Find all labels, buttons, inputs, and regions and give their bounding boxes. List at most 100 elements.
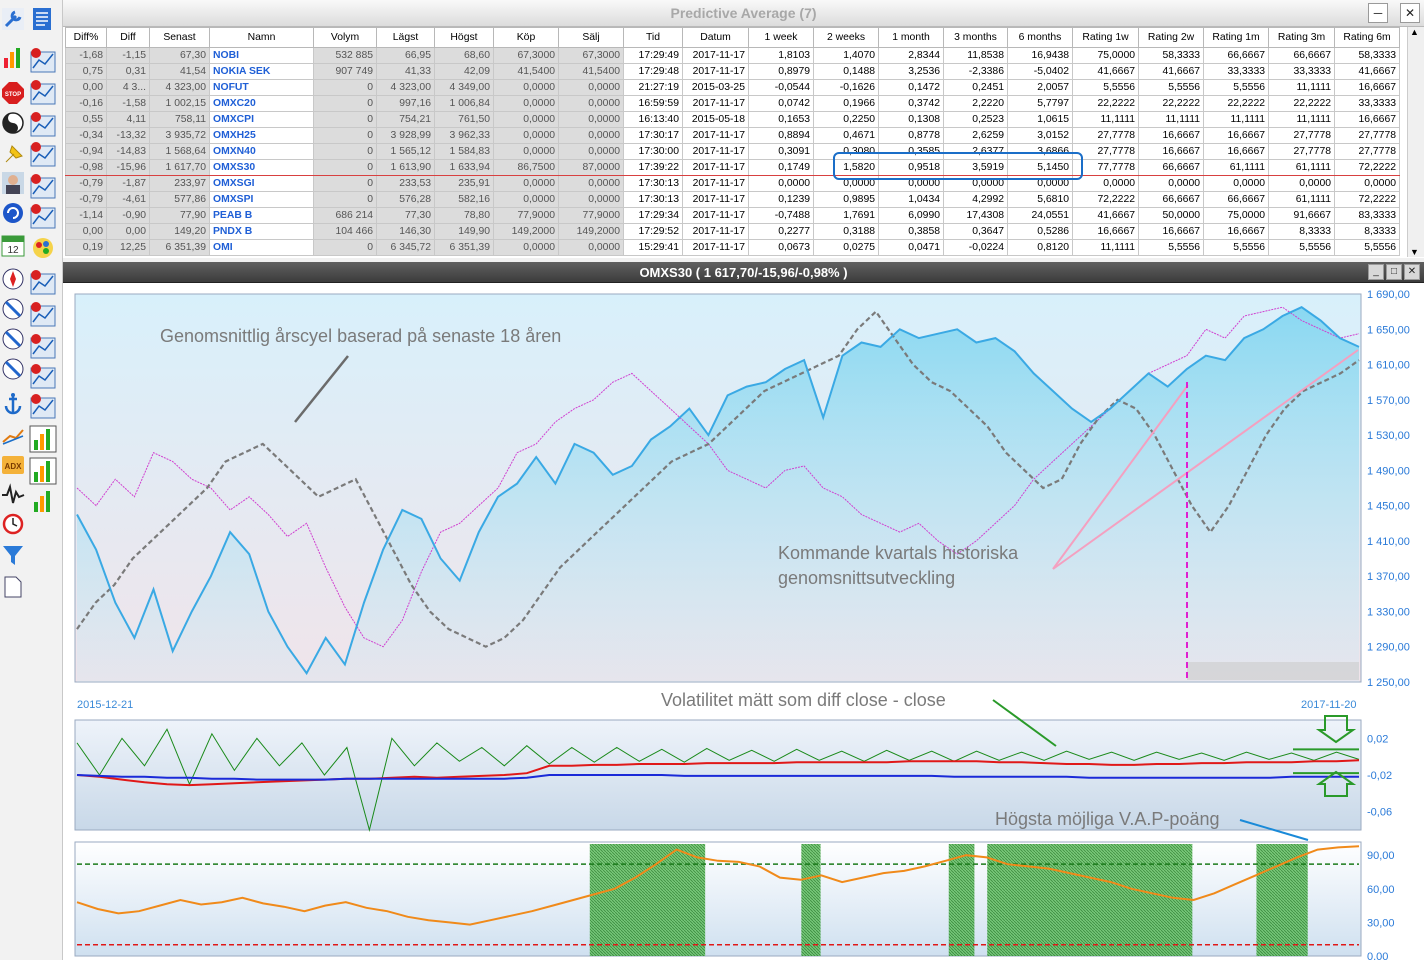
column-header[interactable]: 2 weeks xyxy=(813,27,879,48)
column-header[interactable]: Senast xyxy=(149,27,210,48)
r-chart-icon[interactable] xyxy=(30,302,56,327)
table-row[interactable]: -0,34 -13,32 3 935,72 OMXH25 0 3 928,99 3 962,… xyxy=(65,127,1400,144)
chart-minimize-button[interactable]: _ xyxy=(1368,264,1384,280)
s-chart-icon[interactable] xyxy=(30,364,56,389)
v-chart-icon[interactable] xyxy=(30,48,56,73)
chart-canvas[interactable]: 1 690,00 1 650,00 1 610,00 1 570,00 1 530,00… xyxy=(63,282,1424,960)
vap-bars-icon[interactable] xyxy=(29,425,57,453)
column-header[interactable]: Namn xyxy=(209,27,314,48)
spiral-icon[interactable] xyxy=(3,203,23,223)
compass-icon[interactable] xyxy=(2,268,24,290)
d-chart-icon[interactable] xyxy=(30,394,56,419)
yin-yang-icon[interactable] xyxy=(2,112,24,134)
column-header[interactable]: Lägst xyxy=(376,27,435,48)
ticker-name[interactable]: OMXCPI xyxy=(209,111,314,128)
table-row[interactable]: -0,16 -1,58 1 002,15 OMXC20 0 997,16 1 006,84 0… xyxy=(65,95,1400,112)
scroll-down-icon[interactable]: ▼ xyxy=(1410,247,1419,257)
ticker-name[interactable]: OMXSGI xyxy=(209,175,314,192)
compass-f-icon[interactable] xyxy=(2,358,24,380)
chart-close-button[interactable]: ✕ xyxy=(1404,264,1420,280)
column-header[interactable]: Rating 1w xyxy=(1072,27,1139,48)
table-row[interactable]: 0,00 0,00 149,20 PNDX B 104 466 146,30 149,90 1… xyxy=(65,223,1400,240)
table-cell: 67,3000 xyxy=(493,47,559,64)
chart-window-titlebar[interactable]: OMXS30 ( 1 617,70/-15,96/-0,98% ) _ □ ✕ xyxy=(63,262,1424,283)
document-icon[interactable] xyxy=(33,8,51,30)
compass-o-icon[interactable] xyxy=(2,328,24,350)
table-row[interactable]: -0,79 -1,87 233,97 OMXSGI 0 233,53 235,91 0,000… xyxy=(65,175,1400,192)
column-header[interactable]: Rating 1m xyxy=(1203,27,1269,48)
column-header[interactable]: Rating 6m xyxy=(1334,27,1400,48)
ticker-name[interactable]: OMXN40 xyxy=(209,143,314,160)
vap-bars-2-icon[interactable] xyxy=(29,457,57,485)
table-row[interactable]: -0,94 -14,83 1 568,64 OMXN40 0 1 565,12 1 584,… xyxy=(65,143,1400,160)
table-row[interactable]: 0,19 12,25 6 351,39 OMI 0 6 345,72 6 351,39 0,0… xyxy=(65,239,1400,256)
column-header[interactable]: 6 months xyxy=(1007,27,1073,48)
column-header[interactable]: 1 week xyxy=(748,27,814,48)
f-chart-icon[interactable] xyxy=(30,204,56,229)
ticker-name[interactable]: PNDX B xyxy=(209,223,314,240)
table-row[interactable]: 0,00 4 3... 4 323,00 NOFUT 0 4 323,00 4 349,00… xyxy=(65,79,1400,96)
trend-icon[interactable] xyxy=(2,429,24,445)
ticker-name[interactable]: NOBI xyxy=(209,47,314,64)
column-header[interactable]: Högst xyxy=(434,27,494,48)
column-header[interactable]: Rating 3m xyxy=(1268,27,1335,48)
palette-icon[interactable] xyxy=(33,238,53,258)
filter-icon[interactable] xyxy=(3,546,23,565)
alert-chart-icon[interactable] xyxy=(30,112,56,137)
column-header[interactable]: Datum xyxy=(682,27,749,48)
pulse-icon[interactable] xyxy=(2,483,25,504)
table-cell: 17:30:17 xyxy=(623,127,683,144)
m-chart-icon[interactable] xyxy=(30,270,56,295)
clock-icon[interactable] xyxy=(2,513,24,535)
scroll-up-icon[interactable]: ▲ xyxy=(1410,27,1419,37)
table-row[interactable]: 0,75 0,31 41,54 NOKIA SEK 907 749 41,33 42,09 4… xyxy=(65,63,1400,80)
stop-label: STOP xyxy=(5,92,21,98)
column-header[interactable]: Sälj xyxy=(558,27,624,48)
close-button[interactable]: ✕ xyxy=(1400,3,1420,23)
table-cell: 27,7778 xyxy=(1072,127,1139,144)
grid-scrollbar[interactable]: ▲ ▼ xyxy=(1407,27,1424,257)
column-header[interactable]: Köp xyxy=(493,27,559,48)
ticker-name[interactable]: PEAB B xyxy=(209,207,314,224)
o-chart-icon[interactable] xyxy=(30,334,56,359)
wrench-icon[interactable] xyxy=(2,8,24,30)
table-cell: 0,0000 xyxy=(493,95,559,112)
vap-bars-3-icon[interactable] xyxy=(34,491,50,512)
table-cell: 24,0551 xyxy=(1007,207,1073,224)
anchor-icon[interactable] xyxy=(4,393,22,415)
ticker-name[interactable]: OMI xyxy=(209,239,314,256)
stop-icon[interactable]: STOP xyxy=(2,82,24,104)
column-header[interactable]: Diff xyxy=(106,27,150,48)
compass-r-icon[interactable] xyxy=(2,298,24,320)
ticker-name[interactable]: OMXC20 xyxy=(209,95,314,112)
column-header[interactable]: Diff% xyxy=(65,27,107,48)
table-row[interactable]: -1,14 -0,90 77,90 PEAB B 686 214 77,30 78,80 77… xyxy=(65,207,1400,224)
ticker-name[interactable]: OMXSPI xyxy=(209,191,314,208)
minimize-button[interactable]: ─ xyxy=(1368,3,1388,23)
pin-icon[interactable] xyxy=(5,145,23,163)
table-cell: 0 xyxy=(313,159,377,176)
b-chart-icon[interactable] xyxy=(30,174,56,199)
table-row[interactable]: -1,68 -1,15 67,30 NOBI 532 885 66,95 68,60 67,3… xyxy=(65,47,1400,64)
table-row[interactable]: 0,55 4,11 758,11 OMXCPI 0 754,21 761,50 0,0000 0… xyxy=(65,111,1400,128)
ticker-name[interactable]: NOKIA SEK xyxy=(209,63,314,80)
grid-window-titlebar[interactable]: Predictive Average (7) ─ ✕ xyxy=(63,0,1424,27)
c-chart-icon[interactable] xyxy=(30,142,56,167)
x-chart-icon[interactable] xyxy=(30,80,56,105)
column-header[interactable]: Tid xyxy=(623,27,683,48)
table-row[interactable]: -0,98 -15,96 1 617,70 OMXS30 0 1 613,90 1 633,… xyxy=(65,159,1400,176)
column-header[interactable]: Rating 2w xyxy=(1138,27,1204,48)
column-header[interactable]: 3 months xyxy=(943,27,1008,48)
calendar-icon[interactable]: 12 xyxy=(1,235,25,257)
column-header[interactable]: 1 month xyxy=(878,27,944,48)
ticker-name[interactable]: OMXH25 xyxy=(209,127,314,144)
page-icon[interactable] xyxy=(4,576,22,598)
ticker-name[interactable]: NOFUT xyxy=(209,79,314,96)
chart-maximize-button[interactable]: □ xyxy=(1386,264,1402,280)
table-row[interactable]: -0,79 -4,61 577,86 OMXSPI 0 576,28 582,16 0,000… xyxy=(65,191,1400,208)
bar-chart-icon[interactable] xyxy=(4,48,20,68)
ticker-name[interactable]: OMXS30 xyxy=(209,159,314,176)
column-header[interactable]: Volym xyxy=(313,27,377,48)
adx-icon[interactable]: ADX xyxy=(2,456,24,474)
person-icon[interactable] xyxy=(2,172,24,194)
